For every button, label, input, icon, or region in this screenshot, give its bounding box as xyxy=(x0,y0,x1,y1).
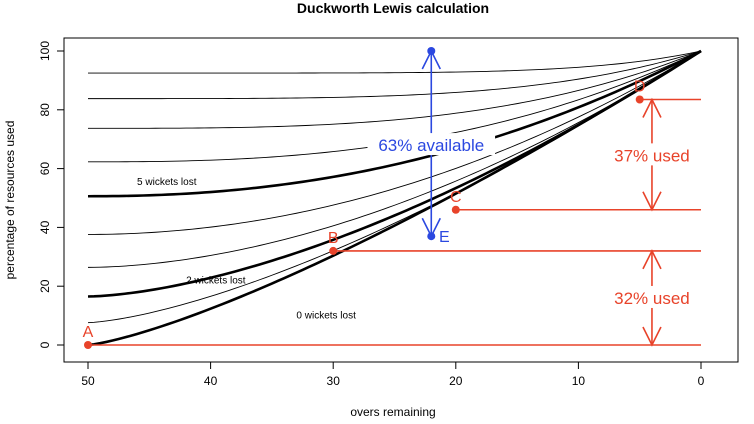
marked-points: A B C D E xyxy=(83,47,646,349)
annotation-text-bg-1 xyxy=(611,143,693,166)
point-label-c: C xyxy=(450,189,462,206)
point-a xyxy=(84,341,92,349)
chart-title: Duckworth Lewis calculation xyxy=(297,0,489,16)
point-c xyxy=(451,205,460,214)
annotation-text-1: 37% used xyxy=(614,146,690,165)
y-tick-label-100: 100 xyxy=(38,41,52,61)
resource-curve-1 xyxy=(88,50,702,100)
annotation-text-2: 32% used xyxy=(614,289,690,308)
y-tick-label-20: 20 xyxy=(38,279,52,293)
resource-curve-2 xyxy=(88,50,702,129)
x-tick-label-0: 0 xyxy=(698,374,705,388)
x-tick-label-50: 50 xyxy=(81,374,95,388)
curve-label-9: 0 wickets lost xyxy=(296,311,356,322)
annotation-arrowhead-bottom-2 xyxy=(642,326,662,347)
x-tick-label-40: 40 xyxy=(204,374,218,388)
annotation-arrowhead-top-2 xyxy=(642,249,662,270)
annotations: 63% available 37% used 32% used xyxy=(367,49,693,347)
point-label-e: E xyxy=(439,229,450,246)
annotation-text-bg-0 xyxy=(367,133,496,156)
plot-frame xyxy=(63,37,739,363)
annotation-arrowhead-top-1 xyxy=(642,97,662,118)
reference-lines xyxy=(88,98,701,346)
y-tick-label-60: 60 xyxy=(38,162,52,176)
curve-label-4: 5 wickets lost xyxy=(137,177,197,188)
x-axis-label: overs remaining xyxy=(350,405,435,419)
available-top-marker xyxy=(427,47,436,55)
resource-curves: 5 wickets lost 2 wickets lost 0 wickets lo… xyxy=(87,49,702,347)
x-tick-label-20: 20 xyxy=(449,374,463,388)
annotation-text-bg-2 xyxy=(611,285,693,308)
y-axis-label: percentage of resources used xyxy=(3,121,17,280)
curve-label-7: 2 wickets lost xyxy=(186,275,246,286)
annotation-text-0: 63% available xyxy=(378,136,484,155)
resource-curve-6 xyxy=(87,50,702,268)
y-tick-label-0: 0 xyxy=(38,341,52,348)
y-tick-label-80: 80 xyxy=(38,103,52,117)
resource-curve-0 xyxy=(88,50,702,74)
y-tick-label-40: 40 xyxy=(38,220,52,234)
point-b xyxy=(329,246,338,255)
resource-curve-4 xyxy=(87,49,702,198)
resource-curve-5 xyxy=(87,50,702,235)
point-label-a: A xyxy=(83,324,94,341)
x-tick-label-10: 10 xyxy=(572,374,586,388)
point-label-b: B xyxy=(328,230,339,247)
point-e xyxy=(427,232,436,241)
point-d xyxy=(635,95,644,104)
point-label-d: D xyxy=(634,79,646,96)
resource-curve-9 xyxy=(87,49,702,347)
annotation-arrowhead-bottom-1 xyxy=(642,191,662,212)
resource-curve-7 xyxy=(87,49,702,298)
x-tick-label-30: 30 xyxy=(327,374,341,388)
